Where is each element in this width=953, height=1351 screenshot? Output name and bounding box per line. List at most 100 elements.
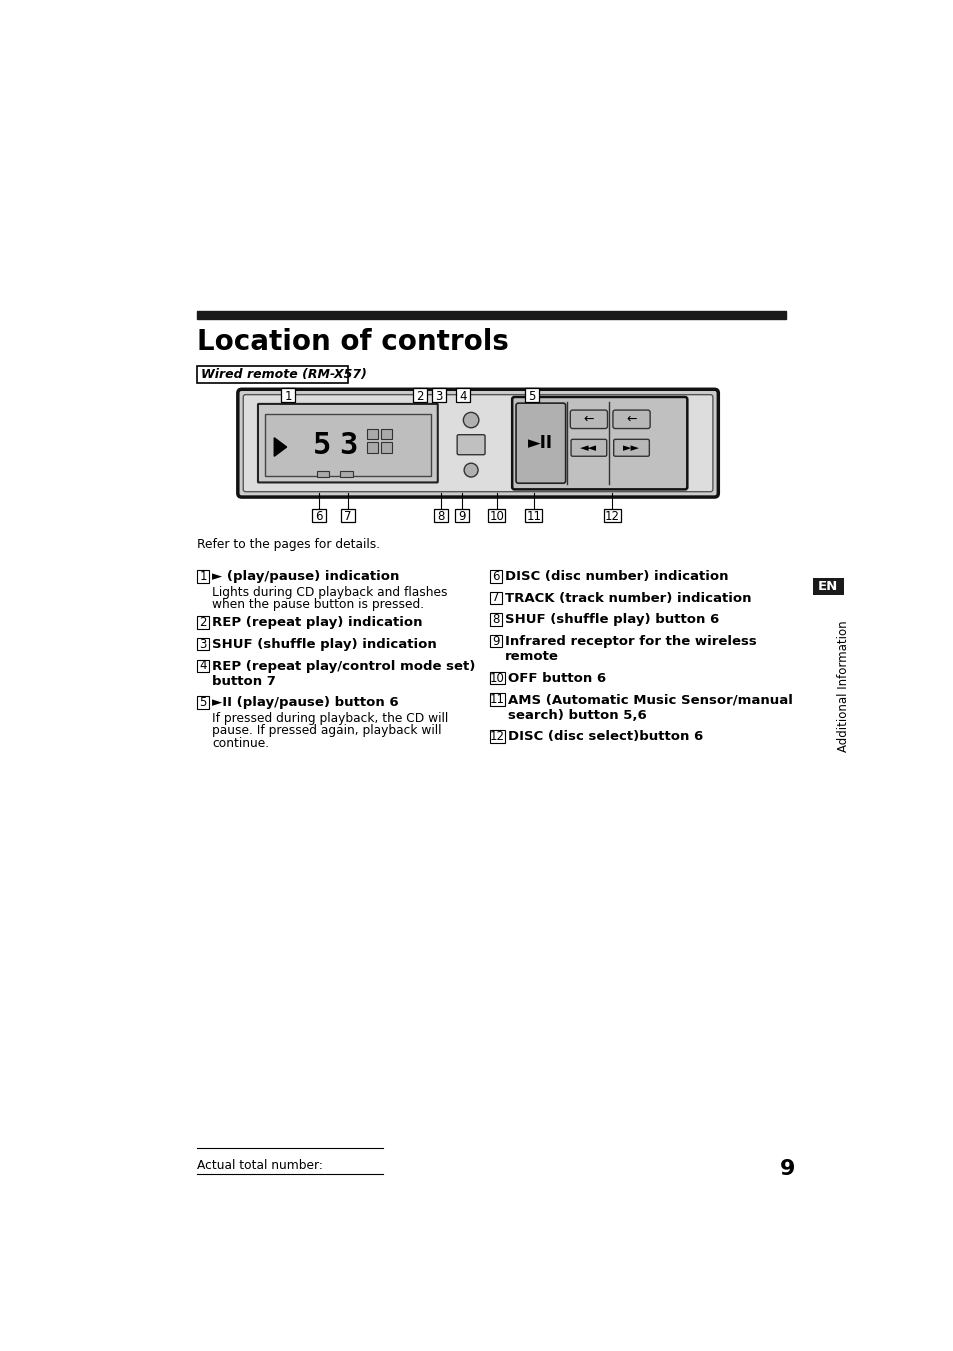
Text: 3: 3: [435, 389, 442, 403]
Bar: [196, 638, 209, 650]
Bar: [196, 697, 209, 709]
Bar: [196, 366, 348, 384]
Text: ←: ←: [583, 413, 594, 426]
Circle shape: [464, 463, 477, 477]
Bar: [196, 311, 785, 319]
Text: 6: 6: [315, 509, 323, 523]
Text: AMS (Automatic Music Sensor/manual: AMS (Automatic Music Sensor/manual: [508, 693, 792, 707]
Text: 4: 4: [199, 659, 207, 673]
Bar: [524, 389, 537, 403]
Text: 1: 1: [199, 570, 207, 582]
Text: DISC (disc number) indication: DISC (disc number) indication: [505, 570, 728, 584]
FancyBboxPatch shape: [516, 403, 565, 484]
Text: 7: 7: [492, 592, 499, 604]
Text: 9: 9: [779, 1159, 794, 1178]
Bar: [196, 570, 209, 582]
Text: TRACK (track number) indication: TRACK (track number) indication: [505, 592, 751, 605]
Bar: [489, 592, 501, 604]
Bar: [381, 428, 392, 439]
Text: ►►: ►►: [622, 443, 639, 453]
Text: Lights during CD playback and flashes: Lights during CD playback and flashes: [212, 585, 447, 598]
Text: when the pause button is pressed.: when the pause button is pressed.: [212, 598, 424, 611]
FancyBboxPatch shape: [237, 389, 718, 497]
Text: EN: EN: [818, 580, 838, 593]
Text: 11: 11: [526, 509, 540, 523]
Circle shape: [463, 412, 478, 428]
Text: DISC (disc select)button 6: DISC (disc select)button 6: [508, 731, 702, 743]
Text: 10: 10: [490, 671, 504, 685]
Text: 6: 6: [492, 570, 499, 582]
FancyBboxPatch shape: [613, 439, 649, 457]
Text: 2: 2: [416, 389, 423, 403]
Text: 10: 10: [489, 509, 503, 523]
Bar: [316, 471, 329, 477]
Text: 5: 5: [199, 696, 207, 709]
FancyBboxPatch shape: [257, 404, 437, 482]
Bar: [381, 442, 392, 453]
Text: REP (repeat play/control mode set): REP (repeat play/control mode set): [212, 659, 476, 673]
FancyBboxPatch shape: [612, 411, 649, 428]
FancyBboxPatch shape: [265, 413, 431, 476]
Bar: [489, 635, 501, 647]
Text: remote: remote: [505, 650, 558, 663]
Text: 3: 3: [199, 638, 207, 651]
Text: continue.: continue.: [212, 736, 269, 750]
Bar: [367, 442, 377, 453]
Text: 3: 3: [338, 431, 356, 459]
FancyBboxPatch shape: [571, 439, 606, 457]
Text: ► (play/pause) indication: ► (play/pause) indication: [212, 570, 399, 584]
Text: search) button 5,6: search) button 5,6: [508, 709, 646, 721]
Bar: [489, 731, 505, 743]
Text: 9: 9: [457, 509, 465, 523]
Text: REP (repeat play) indication: REP (repeat play) indication: [212, 616, 422, 630]
Bar: [489, 671, 505, 684]
Bar: [456, 389, 470, 403]
Bar: [489, 693, 505, 705]
Bar: [455, 508, 468, 523]
Text: ◄◄: ◄◄: [579, 443, 597, 453]
Bar: [488, 508, 505, 523]
Bar: [312, 508, 326, 523]
FancyBboxPatch shape: [570, 411, 607, 428]
Text: OFF button 6: OFF button 6: [508, 671, 606, 685]
Bar: [489, 613, 501, 626]
Bar: [413, 389, 427, 403]
Text: Infrared receptor for the wireless: Infrared receptor for the wireless: [505, 635, 756, 648]
Text: If pressed during playback, the CD will: If pressed during playback, the CD will: [212, 712, 448, 725]
Text: SHUF (shuffle play) indication: SHUF (shuffle play) indication: [212, 638, 436, 651]
Bar: [196, 659, 209, 671]
Text: Actual total number:: Actual total number:: [196, 1159, 322, 1173]
Text: pause. If pressed again, playback will: pause. If pressed again, playback will: [212, 724, 441, 738]
Bar: [489, 570, 501, 582]
Text: 7: 7: [344, 509, 352, 523]
Bar: [812, 578, 843, 594]
Text: 5: 5: [313, 431, 331, 459]
Bar: [434, 508, 447, 523]
Text: Wired remote (RM-X57): Wired remote (RM-X57): [200, 367, 366, 381]
Text: 12: 12: [490, 730, 504, 743]
Text: 8: 8: [492, 613, 499, 626]
Polygon shape: [274, 438, 286, 457]
Text: 12: 12: [604, 509, 619, 523]
Text: Location of controls: Location of controls: [196, 328, 508, 357]
Text: ►II: ►II: [528, 434, 553, 453]
Text: 4: 4: [459, 389, 467, 403]
Text: ►II (play/pause) button 6: ►II (play/pause) button 6: [212, 697, 398, 709]
Text: 8: 8: [436, 509, 444, 523]
Text: 2: 2: [199, 616, 207, 630]
Bar: [340, 471, 353, 477]
Text: SHUF (shuffle play) button 6: SHUF (shuffle play) button 6: [505, 613, 719, 627]
Bar: [196, 616, 209, 628]
Text: ←: ←: [625, 413, 636, 426]
Text: Refer to the pages for details.: Refer to the pages for details.: [196, 538, 379, 551]
Text: Additional Information: Additional Information: [837, 620, 849, 751]
FancyBboxPatch shape: [456, 435, 484, 455]
Text: 11: 11: [490, 693, 504, 707]
FancyBboxPatch shape: [243, 394, 712, 492]
Bar: [525, 508, 542, 523]
Bar: [431, 389, 445, 403]
Text: 5: 5: [527, 389, 535, 403]
Bar: [281, 389, 294, 403]
Text: 9: 9: [492, 635, 499, 647]
Bar: [340, 508, 355, 523]
